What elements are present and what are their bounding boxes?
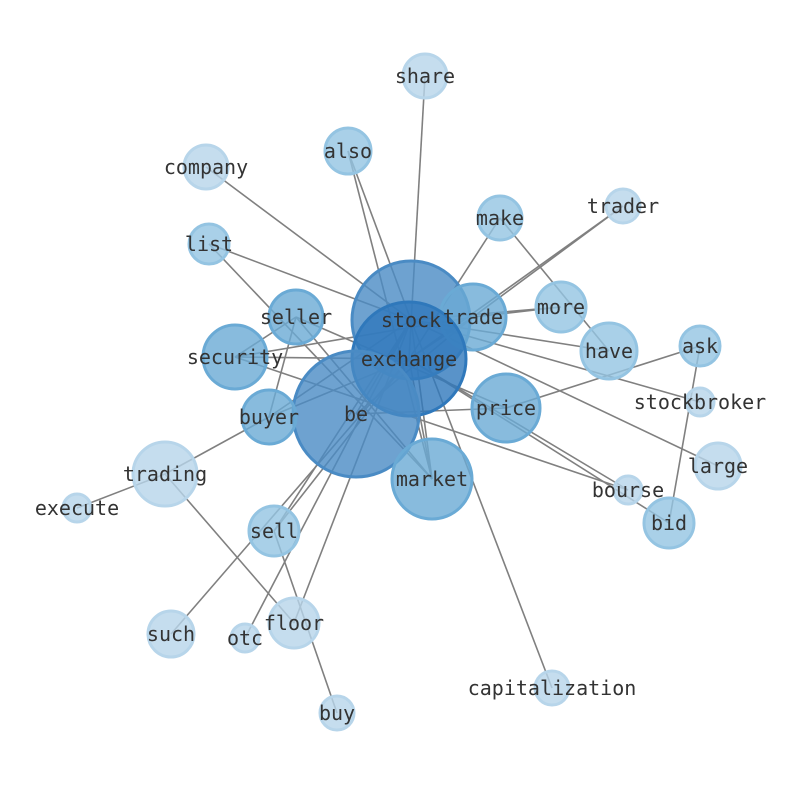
- node-label-seller: seller: [260, 305, 332, 329]
- node-label-buyer: buyer: [239, 405, 299, 429]
- node-sell[interactable]: [247, 504, 301, 558]
- node-label-security: security: [187, 345, 283, 369]
- node-capitalization[interactable]: [533, 669, 571, 707]
- node-label-make: make: [476, 206, 524, 230]
- node-label-company: company: [164, 155, 248, 179]
- node-label-buy: buy: [319, 701, 355, 725]
- node-label-trader: trader: [587, 194, 659, 218]
- node-trader[interactable]: [604, 187, 642, 225]
- node-label-share: share: [395, 64, 455, 88]
- node-label-execute: execute: [35, 496, 119, 520]
- node-make[interactable]: [476, 194, 524, 242]
- node-seller[interactable]: [267, 288, 325, 346]
- node-company[interactable]: [182, 143, 230, 191]
- node-label-also: also: [324, 139, 372, 163]
- node-execute[interactable]: [61, 492, 93, 524]
- node-list[interactable]: [187, 222, 231, 266]
- node-label-such: such: [147, 622, 195, 646]
- edge-ask-bid: [668, 345, 701, 524]
- node-security[interactable]: [201, 323, 269, 391]
- node-ask[interactable]: [678, 324, 722, 368]
- node-label-more: more: [537, 295, 585, 319]
- node-label-ask: ask: [682, 334, 718, 358]
- node-buyer[interactable]: [240, 388, 298, 446]
- node-otc[interactable]: [229, 622, 261, 654]
- node-bid[interactable]: [642, 496, 696, 550]
- node-label-market: market: [396, 467, 468, 491]
- node-label-price: price: [476, 396, 536, 420]
- node-label-bid: bid: [651, 511, 687, 535]
- node-label-large: large: [688, 454, 748, 478]
- node-also[interactable]: [323, 126, 373, 176]
- node-market[interactable]: [390, 437, 474, 521]
- node-label-sell: sell: [250, 519, 298, 543]
- node-bourse[interactable]: [612, 474, 644, 506]
- node-have[interactable]: [579, 321, 639, 381]
- node-label-trading: trading: [123, 462, 207, 486]
- node-label-be: be: [344, 402, 368, 426]
- nodes: share also company make trader list stock trade…: [35, 52, 766, 732]
- node-such[interactable]: [146, 609, 196, 659]
- node-label-exchange: exchange: [361, 347, 457, 371]
- node-label-capitalization: capitalization: [468, 676, 637, 700]
- edge-security-bourse: [234, 356, 629, 491]
- node-stockbroker[interactable]: [684, 386, 716, 418]
- node-price[interactable]: [470, 372, 542, 444]
- node-buy[interactable]: [318, 694, 356, 732]
- node-label-floor: floor: [264, 611, 324, 635]
- node-large[interactable]: [693, 441, 743, 491]
- node-label-bourse: bourse: [592, 478, 664, 502]
- node-share[interactable]: [401, 52, 449, 100]
- node-floor[interactable]: [267, 596, 321, 650]
- node-trading[interactable]: [131, 440, 199, 508]
- node-label-trade: trade: [443, 305, 503, 329]
- node-more[interactable]: [534, 280, 588, 334]
- node-label-stock: stock: [381, 308, 441, 332]
- node-label-have: have: [585, 339, 633, 363]
- node-label-stockbroker: stockbroker: [634, 390, 766, 414]
- node-label-list: list: [185, 232, 233, 256]
- node-label-otc: otc: [227, 626, 263, 650]
